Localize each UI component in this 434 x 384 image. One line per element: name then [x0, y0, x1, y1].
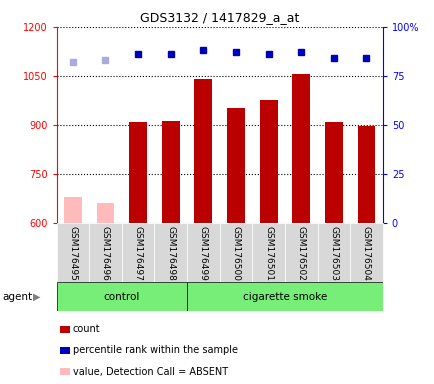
Bar	[349, 223, 382, 282]
Text: agent: agent	[2, 291, 32, 302]
Bar	[317, 223, 349, 282]
Bar	[194, 79, 212, 223]
Text: GSM176500: GSM176500	[231, 226, 240, 281]
Bar	[292, 74, 309, 223]
Text: GSM176501: GSM176501	[263, 226, 273, 281]
Bar	[187, 282, 382, 311]
Title: GDS3132 / 1417829_a_at: GDS3132 / 1417829_a_at	[140, 11, 299, 24]
Bar	[56, 223, 89, 282]
Bar	[284, 223, 317, 282]
Text: percentile rank within the sample: percentile rank within the sample	[73, 345, 237, 356]
Bar	[259, 100, 277, 223]
Bar	[96, 203, 114, 223]
Bar	[129, 121, 147, 223]
Bar	[60, 347, 70, 354]
Text: control: control	[103, 291, 140, 302]
Text: GSM176504: GSM176504	[361, 226, 370, 281]
Text: GSM176503: GSM176503	[329, 226, 338, 281]
Bar	[357, 126, 375, 223]
Bar	[60, 326, 70, 333]
Bar	[252, 223, 284, 282]
Bar	[60, 368, 70, 375]
Text: GSM176497: GSM176497	[133, 226, 142, 281]
Bar	[89, 223, 122, 282]
Bar	[324, 121, 342, 223]
Text: GSM176495: GSM176495	[68, 226, 77, 281]
Text: value, Detection Call = ABSENT: value, Detection Call = ABSENT	[73, 366, 227, 377]
Bar	[122, 223, 154, 282]
Bar	[187, 223, 219, 282]
Text: cigarette smoke: cigarette smoke	[242, 291, 326, 302]
Text: ▶: ▶	[33, 291, 40, 302]
Text: GSM176499: GSM176499	[198, 226, 207, 281]
Text: GSM176498: GSM176498	[166, 226, 175, 281]
Bar	[161, 121, 179, 223]
Bar	[227, 109, 244, 223]
Bar	[219, 223, 252, 282]
Text: GSM176496: GSM176496	[101, 226, 110, 281]
Bar	[154, 223, 187, 282]
Text: count: count	[73, 324, 100, 334]
Bar	[56, 282, 187, 311]
Bar	[64, 197, 82, 223]
Text: GSM176502: GSM176502	[296, 226, 305, 281]
